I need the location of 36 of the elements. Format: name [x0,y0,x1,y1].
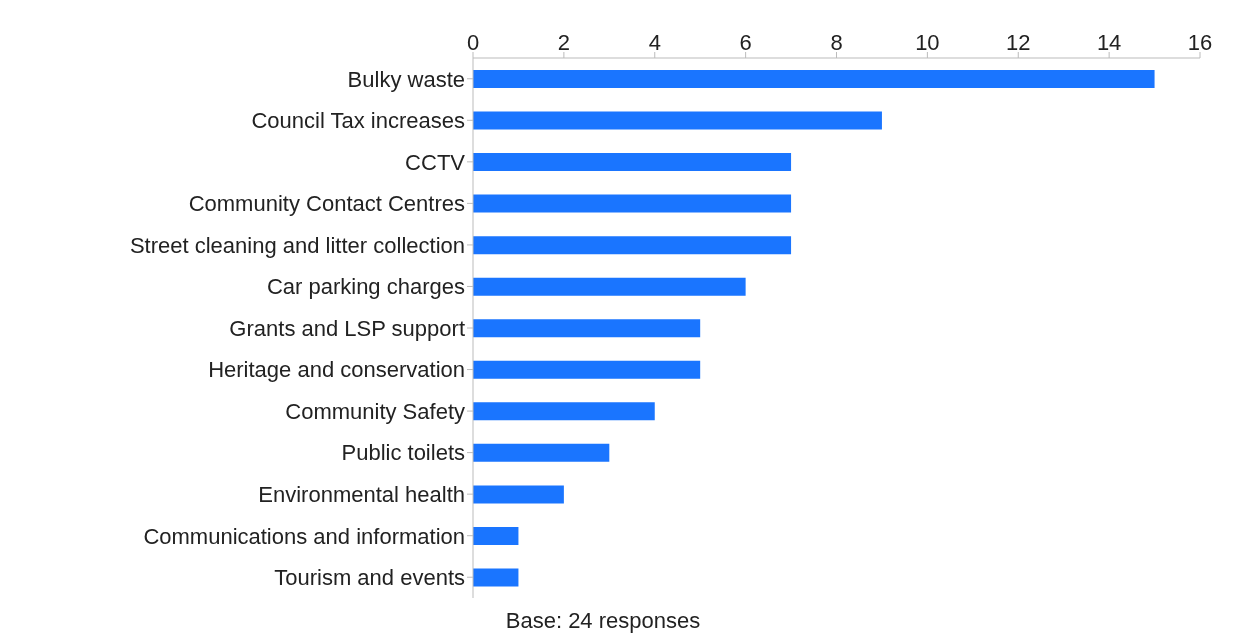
bar [473,153,792,172]
bar [473,236,792,255]
x-tick-label: 0 [466,30,480,55]
y-tick-label: Community Safety [285,398,465,424]
bar [473,70,1155,88]
y-tick-label: Street cleaning and litter collection [129,232,465,258]
y-tick-label: Community Contact Centres [188,191,465,217]
x-tick-label: 6 [739,30,752,55]
x-tick-label: 2 [557,30,570,55]
y-tick-label: Grants and LSP support [229,315,465,341]
x-tick-label: 8 [830,30,843,55]
y-tick-label: Environmental health [258,481,465,507]
y-tick-label: Heritage and conservation [208,357,465,383]
x-tick-label: 10 [915,30,940,55]
bar [473,485,564,504]
bar [473,277,746,296]
bar [473,194,792,213]
y-tick-label: CCTV [405,149,466,175]
x-tick-label: 16 [1187,30,1213,55]
y-tick-label: Council Tax increases [251,108,465,134]
bar [473,568,519,587]
text: Base: 24 responses [504,608,702,634]
y-tick-label: Bulky waste [347,66,465,92]
bar [473,111,882,130]
bar [473,402,655,421]
x-tick-label: 4 [648,30,661,55]
bar [473,443,610,462]
bar [473,360,701,379]
bar [473,526,519,545]
y-tick-label: Public toilets [341,440,465,466]
y-tick-label: Communications and information [143,523,465,549]
bar [473,319,701,338]
y-tick-label: Car parking charges [266,274,465,300]
x-tick-label: 14 [1096,30,1122,55]
x-tick-label: 12 [1006,30,1031,55]
y-tick-label: Tourism and events [274,565,465,591]
